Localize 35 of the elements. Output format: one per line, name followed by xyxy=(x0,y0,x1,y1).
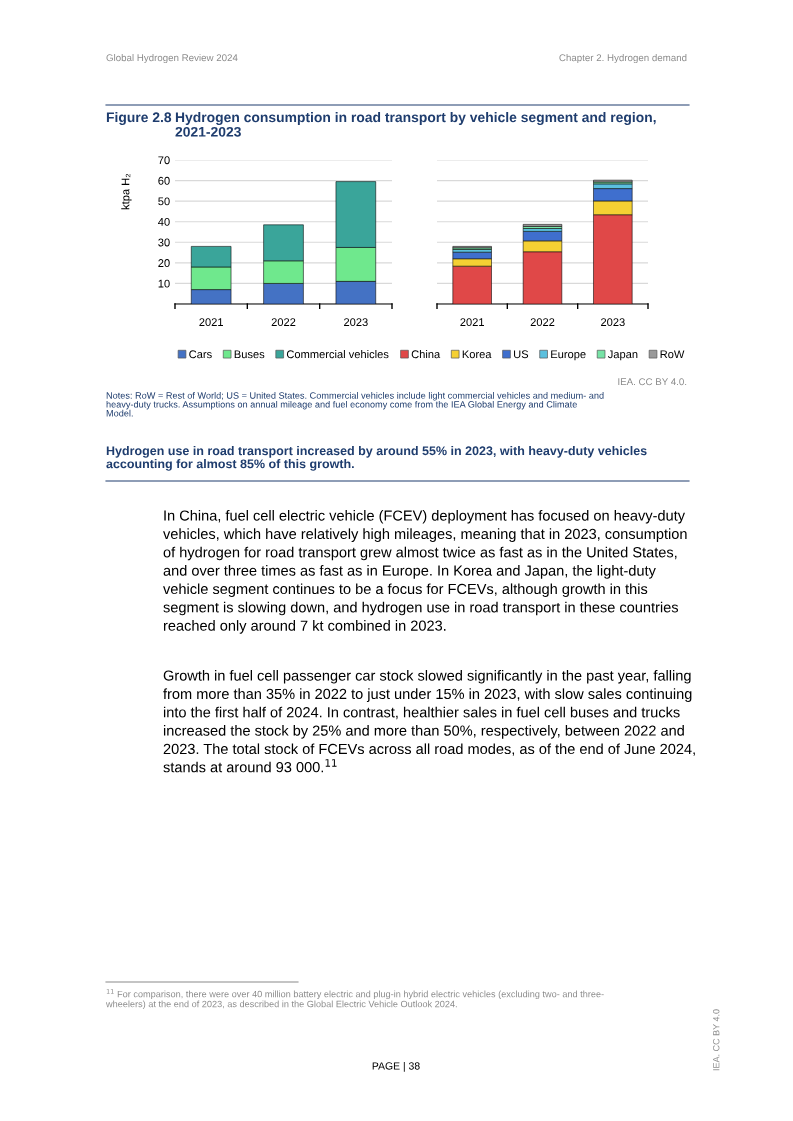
text: Growth in fuel cell passenger car stock slowed significantly in the past year, falling from more than 35% in 2022 to just under 15% in 2023, with slow sales continuing into the first half of 2024. In contrast, healthier sales in fuel cell buses and trucks increased the stock by 25% and more than 50%, respectively, between 2022 and 2023. The total stock of FCEVs across all road modes, as of the end of June 2024, stands at around 93 000.$^{11}$ xyxy=(163,670,695,773)
legend-label: Korea xyxy=(462,350,492,359)
y-tick-label: 60 xyxy=(158,176,170,185)
legend-label: Europe xyxy=(551,350,586,361)
legend-label: Buses xyxy=(234,350,265,359)
y-tick-label: 10 xyxy=(158,279,170,288)
text: IEA. CC BY 4.0. xyxy=(618,378,687,386)
text: IEA. CC BY 4.0 xyxy=(713,1009,720,1071)
chart-title: Hydrogen consumption in road transport by vehicle segment and region, 2021-2023 xyxy=(175,112,656,137)
text: PAGE | 38 xyxy=(372,1062,420,1072)
legend-label: Japan xyxy=(607,350,638,361)
y-tick-label: 70 xyxy=(158,156,170,165)
x-tick-label: 2021 xyxy=(460,318,484,327)
y-tick-label: 20 xyxy=(158,259,170,267)
legend-label: Commercial vehicles xyxy=(286,350,389,359)
text: Global Hydrogen Review 2024 xyxy=(106,54,238,64)
text: In China, fuel cell electric vehicle (FCEV) deployment has focused on heavy-duty vehicles, which have relatively high mileages, meaning that in 2023, consumption of hydrogen for road transport grew almost twice as fast as in the United States, and over three times as fast as in Europe. In Korea and Japan, the light-duty vehicle segment continues to be a focus for FCEVs, although growth in this segment is slowing down, and hydrogen use in road transport in these countries reached only around 7 kt combined in 2023. xyxy=(163,510,687,634)
text: Hydrogen use in road transport increased by around 55% in 2023, with heavy-duty vehicles accounting for almost 85% of this growth. xyxy=(106,446,647,471)
y-tick-label: 40 xyxy=(158,217,170,226)
x-tick-label: 2023 xyxy=(601,318,625,327)
text: $^{11}$ For comparison, there were over 40 million battery electric and plug-in hybrid electric vehicles (excluding two- and three- wheelers) at the end of 2023, as described in the Global Electric Vehicle Outlook 2024. xyxy=(105,989,604,1010)
x-tick-label: 2022 xyxy=(271,318,296,327)
x-tick-label: 2021 xyxy=(199,318,223,327)
legend-label: RoW xyxy=(660,350,685,359)
caption: Figure 2.8 xyxy=(106,112,172,126)
y-tick-label: 50 xyxy=(158,197,170,206)
x-tick-label: 2022 xyxy=(530,318,555,327)
y-tick-label: 30 xyxy=(158,238,170,247)
text: Chapter 2. Hydrogen demand xyxy=(559,54,687,64)
x-tick-label: 2023 xyxy=(344,318,368,327)
legend-label: US xyxy=(514,350,529,359)
text: Notes: RoW = Rest of World; US = United States. Commercial vehicles include light commercial vehicles and medium- and heavy-duty trucks. Assumptions on annual mileage and fuel economy come from the IEA Global Energy and Climate Model. xyxy=(106,392,604,417)
legend-label: Cars xyxy=(189,350,212,359)
y-axis-title: ktpa H₂ xyxy=(121,174,132,210)
legend-label: China xyxy=(411,350,441,359)
